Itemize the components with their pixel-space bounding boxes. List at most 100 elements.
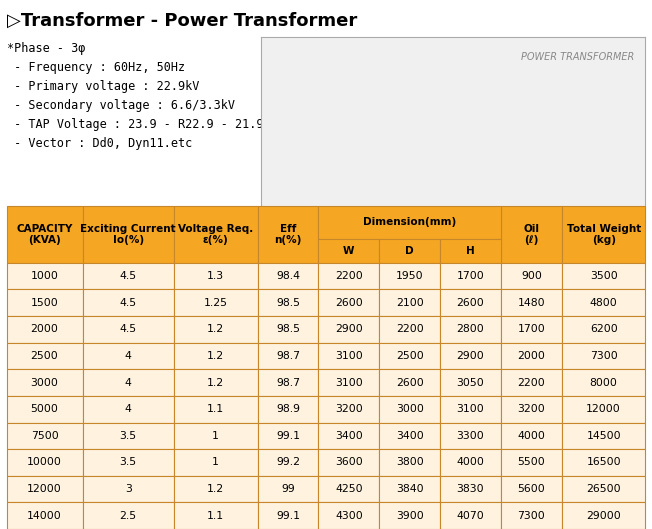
Text: Exciting Current
Io(%): Exciting Current Io(%) [80,224,176,245]
FancyBboxPatch shape [318,316,379,343]
FancyBboxPatch shape [562,263,645,289]
Text: 1.25: 1.25 [203,298,228,308]
FancyBboxPatch shape [562,316,645,343]
FancyBboxPatch shape [258,396,318,423]
FancyBboxPatch shape [562,476,645,503]
Text: 3500: 3500 [590,271,617,281]
Text: 8000: 8000 [589,378,617,388]
FancyBboxPatch shape [174,316,258,343]
FancyBboxPatch shape [83,343,174,369]
Text: 3400: 3400 [335,431,363,441]
FancyBboxPatch shape [83,369,174,396]
Text: 2200: 2200 [335,271,363,281]
Text: 1700: 1700 [456,271,484,281]
FancyBboxPatch shape [174,476,258,503]
Text: 1700: 1700 [518,324,545,334]
Text: 1.2: 1.2 [207,351,224,361]
FancyBboxPatch shape [83,449,174,476]
Text: 16500: 16500 [586,458,621,468]
FancyBboxPatch shape [379,239,440,263]
FancyBboxPatch shape [379,449,440,476]
Text: 4250: 4250 [335,484,363,494]
Text: 900: 900 [521,271,542,281]
Text: 3800: 3800 [396,458,424,468]
FancyBboxPatch shape [318,476,379,503]
FancyBboxPatch shape [379,263,440,289]
FancyBboxPatch shape [174,263,258,289]
Text: 3900: 3900 [396,510,424,521]
FancyBboxPatch shape [7,503,83,529]
Text: 1.2: 1.2 [207,484,224,494]
Text: 12000: 12000 [27,484,62,494]
Text: 98.7: 98.7 [276,351,300,361]
Text: 14500: 14500 [586,431,621,441]
Text: 1.1: 1.1 [207,404,224,414]
Text: 3300: 3300 [456,431,484,441]
FancyBboxPatch shape [501,503,562,529]
Text: 99.1: 99.1 [276,510,300,521]
FancyBboxPatch shape [562,449,645,476]
Text: 6200: 6200 [590,324,617,334]
Text: 2600: 2600 [456,298,484,308]
FancyBboxPatch shape [258,449,318,476]
FancyBboxPatch shape [318,289,379,316]
Text: 3200: 3200 [518,404,545,414]
FancyBboxPatch shape [440,476,501,503]
Text: 2800: 2800 [456,324,484,334]
FancyBboxPatch shape [258,206,318,263]
Text: 1480: 1480 [518,298,545,308]
Text: 10000: 10000 [27,458,62,468]
Text: 3830: 3830 [456,484,484,494]
Text: W: W [343,245,355,256]
Text: *Phase - 3φ
 - Frequency : 60Hz, 50Hz
 - Primary voltage : 22.9kV
 - Secondary v: *Phase - 3φ - Frequency : 60Hz, 50Hz - P… [7,42,377,150]
FancyBboxPatch shape [318,449,379,476]
FancyBboxPatch shape [440,503,501,529]
Text: 98.7: 98.7 [276,378,300,388]
FancyBboxPatch shape [83,396,174,423]
Text: 26500: 26500 [586,484,621,494]
FancyBboxPatch shape [318,343,379,369]
Text: 4: 4 [125,404,132,414]
Text: 3050: 3050 [456,378,484,388]
Text: 2900: 2900 [456,351,484,361]
Text: 4.5: 4.5 [120,271,137,281]
FancyBboxPatch shape [440,316,501,343]
Text: 2500: 2500 [396,351,424,361]
FancyBboxPatch shape [7,263,83,289]
FancyBboxPatch shape [318,396,379,423]
FancyBboxPatch shape [501,206,562,263]
FancyBboxPatch shape [174,396,258,423]
Text: 1: 1 [213,431,219,441]
FancyBboxPatch shape [83,423,174,449]
Text: D: D [406,245,414,256]
FancyBboxPatch shape [258,423,318,449]
Text: Total Weight
(kg): Total Weight (kg) [567,224,641,245]
Text: 4: 4 [125,351,132,361]
FancyBboxPatch shape [7,206,83,263]
FancyBboxPatch shape [174,449,258,476]
FancyBboxPatch shape [83,503,174,529]
FancyBboxPatch shape [501,423,562,449]
FancyBboxPatch shape [379,343,440,369]
FancyBboxPatch shape [258,503,318,529]
Text: 2600: 2600 [335,298,363,308]
Text: 7300: 7300 [518,510,545,521]
Text: 3: 3 [125,484,132,494]
Text: Dimension(mm): Dimension(mm) [363,217,456,227]
FancyBboxPatch shape [379,503,440,529]
FancyBboxPatch shape [258,289,318,316]
FancyBboxPatch shape [562,369,645,396]
FancyBboxPatch shape [258,476,318,503]
Text: 99.1: 99.1 [276,431,300,441]
Text: 5000: 5000 [31,404,59,414]
FancyBboxPatch shape [258,263,318,289]
FancyBboxPatch shape [7,476,83,503]
FancyBboxPatch shape [440,396,501,423]
Text: 4.5: 4.5 [120,298,137,308]
Text: 29000: 29000 [586,510,621,521]
FancyBboxPatch shape [379,476,440,503]
FancyBboxPatch shape [379,423,440,449]
FancyBboxPatch shape [501,476,562,503]
FancyBboxPatch shape [318,239,379,263]
Text: 7500: 7500 [31,431,59,441]
